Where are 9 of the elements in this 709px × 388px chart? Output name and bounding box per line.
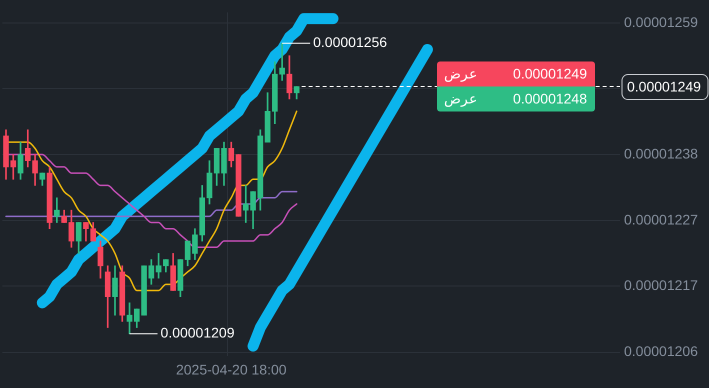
- annotation: 0.00001209: [160, 324, 235, 341]
- x-tick-label: 2025-04-20 18:00: [176, 361, 287, 378]
- annotation: 0.00001256: [313, 34, 388, 50]
- y-tick-label: 0.00001217: [624, 277, 698, 294]
- y-tick-label: 0.00001238: [624, 145, 698, 162]
- y-tick-label: 0.00001259: [624, 14, 698, 30]
- y-tick-label: 0.00001227: [624, 212, 698, 228]
- ref-line-label: 0.00001249: [627, 78, 702, 94]
- y-tick-label: 0.00001206: [624, 343, 698, 360]
